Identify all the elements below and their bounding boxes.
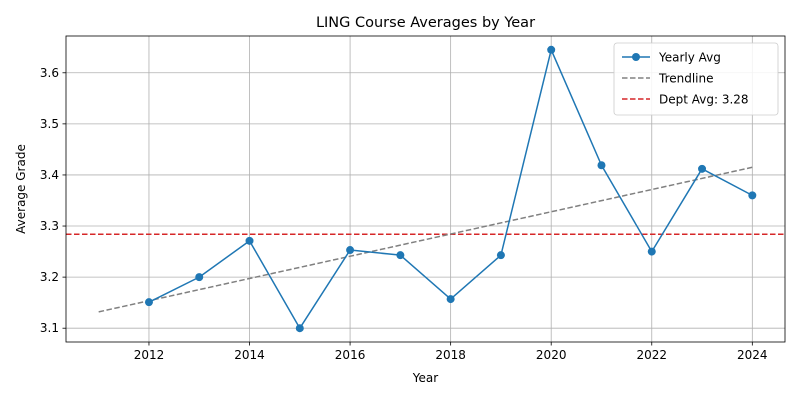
x-tick-label: 2014 [234, 348, 265, 362]
y-tick-label: 3.2 [40, 270, 59, 284]
yearly-avg-point [647, 247, 656, 256]
y-tick-label: 3.3 [40, 219, 59, 233]
plot-area [66, 45, 785, 333]
yearly-avg-point [346, 246, 355, 255]
x-tick-label: 2012 [134, 348, 165, 362]
yearly-avg-point [144, 298, 153, 307]
x-tick-label: 2024 [737, 348, 768, 362]
legend-box [613, 42, 779, 116]
y-tick-label: 3.4 [40, 168, 59, 182]
legend-marker [632, 53, 640, 61]
x-tick-label: 2022 [636, 348, 667, 362]
y-tick-label: 3.6 [40, 66, 59, 80]
y-tick-label: 3.5 [40, 117, 59, 131]
x-axis-label: Year [412, 371, 438, 385]
yearly-avg-point [396, 251, 405, 260]
y-axis-ticks: 3.1 3.2 3.3 3.4 3.5 3.6 [40, 66, 66, 335]
legend-label: Trendline [658, 72, 714, 86]
grid-lines [66, 36, 785, 342]
x-axis-ticks: 2012 2014 2016 2018 2020 2022 2024 [134, 342, 768, 362]
yearly-avg-point [245, 236, 254, 245]
yearly-avg-point [597, 161, 606, 170]
yearly-avg-point [195, 273, 204, 282]
yearly-avg-point [496, 251, 505, 260]
legend: Yearly Avg Trendline Dept Avg: 3.28 [613, 42, 779, 116]
yearly-avg-point [748, 191, 757, 200]
y-tick-label: 3.1 [40, 321, 59, 335]
legend-label: Yearly Avg [658, 51, 721, 65]
axes-frame [65, 35, 786, 343]
legend-label: Dept Avg: 3.28 [659, 93, 749, 107]
x-tick-label: 2020 [536, 348, 567, 362]
x-tick-label: 2016 [335, 348, 366, 362]
yearly-avg-point [547, 45, 556, 54]
chart-title: LING Course Averages by Year [316, 15, 535, 31]
yearly-avg-point [295, 324, 304, 333]
yearly-avg-point [446, 295, 455, 304]
x-tick-label: 2018 [435, 348, 466, 362]
y-axis-label: Average Grade [14, 144, 28, 234]
yearly-avg-point [698, 164, 707, 173]
